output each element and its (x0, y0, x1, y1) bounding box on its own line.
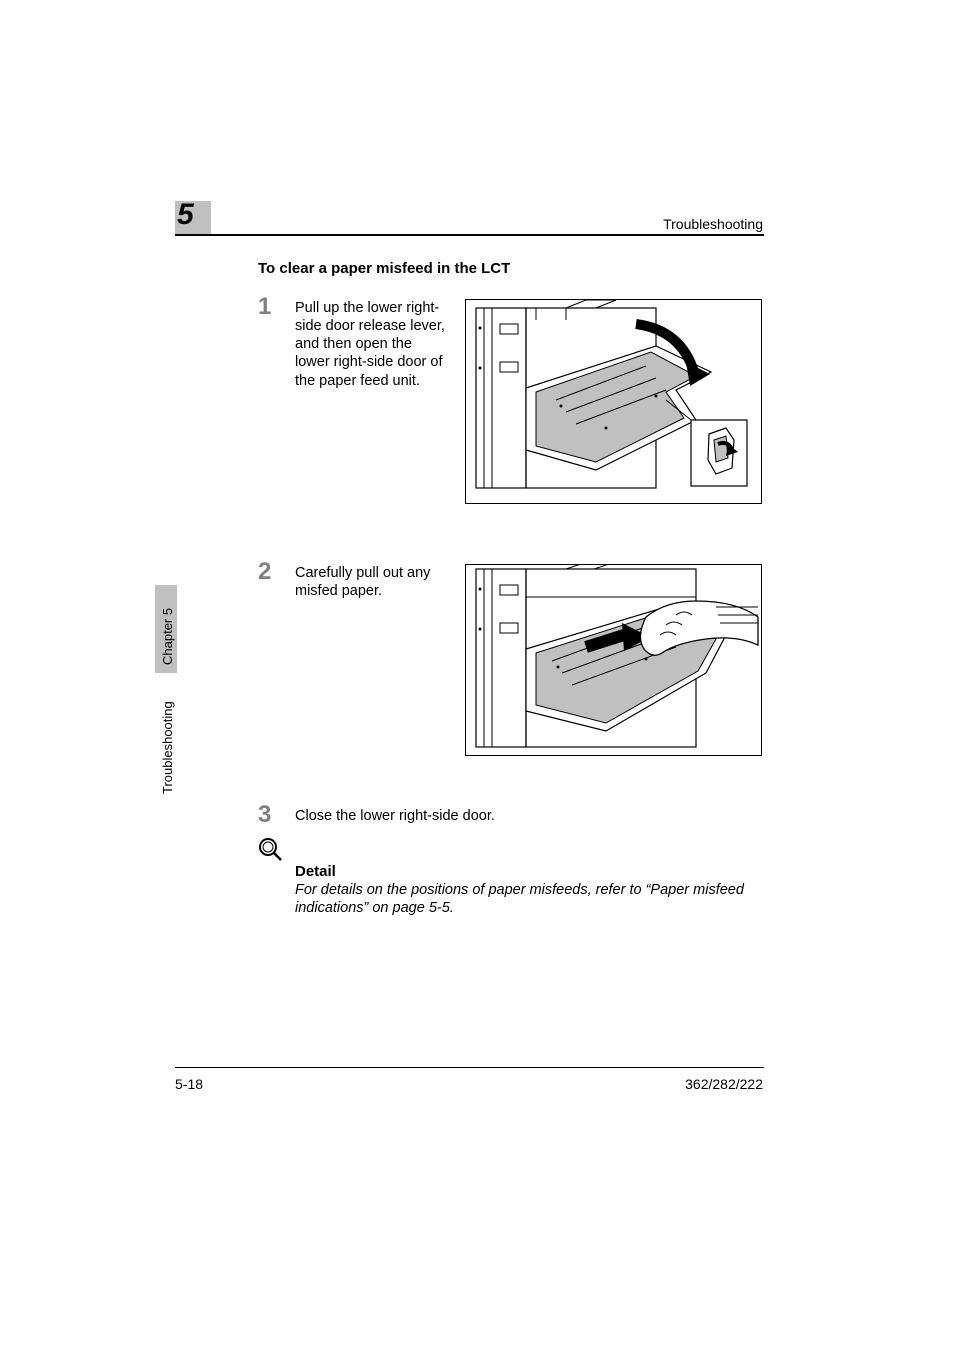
magnifier-icon (258, 837, 284, 868)
section-title: To clear a paper misfeed in the LCT (258, 260, 510, 277)
step-1-text: Pull up the lower right-side door releas… (295, 299, 445, 390)
page: 5 Troubleshooting To clear a paper misfe… (0, 0, 954, 1350)
chapter-number: 5 (177, 198, 194, 232)
footer-page-number: 5-18 (175, 1076, 203, 1092)
step-1-number: 1 (258, 293, 271, 321)
footer-model: 362/282/222 (685, 1076, 763, 1092)
header-rule (175, 234, 764, 236)
detail-title: Detail (295, 863, 336, 880)
sidebar-chapter-label: Chapter 5 (160, 608, 175, 665)
step-2-number: 2 (258, 558, 271, 586)
footer-rule (175, 1067, 764, 1068)
step-3-text: Close the lower right-side door. (295, 807, 695, 825)
sidebar-section-label: Troubleshooting (160, 701, 175, 794)
detail-text: For details on the positions of paper mi… (295, 881, 763, 917)
header-section-name: Troubleshooting (663, 216, 763, 232)
step-1-illustration (465, 299, 762, 504)
step-2-illustration (465, 564, 762, 756)
step-2-text: Carefully pull out any misfed paper. (295, 564, 445, 600)
step-3-number: 3 (258, 801, 271, 829)
